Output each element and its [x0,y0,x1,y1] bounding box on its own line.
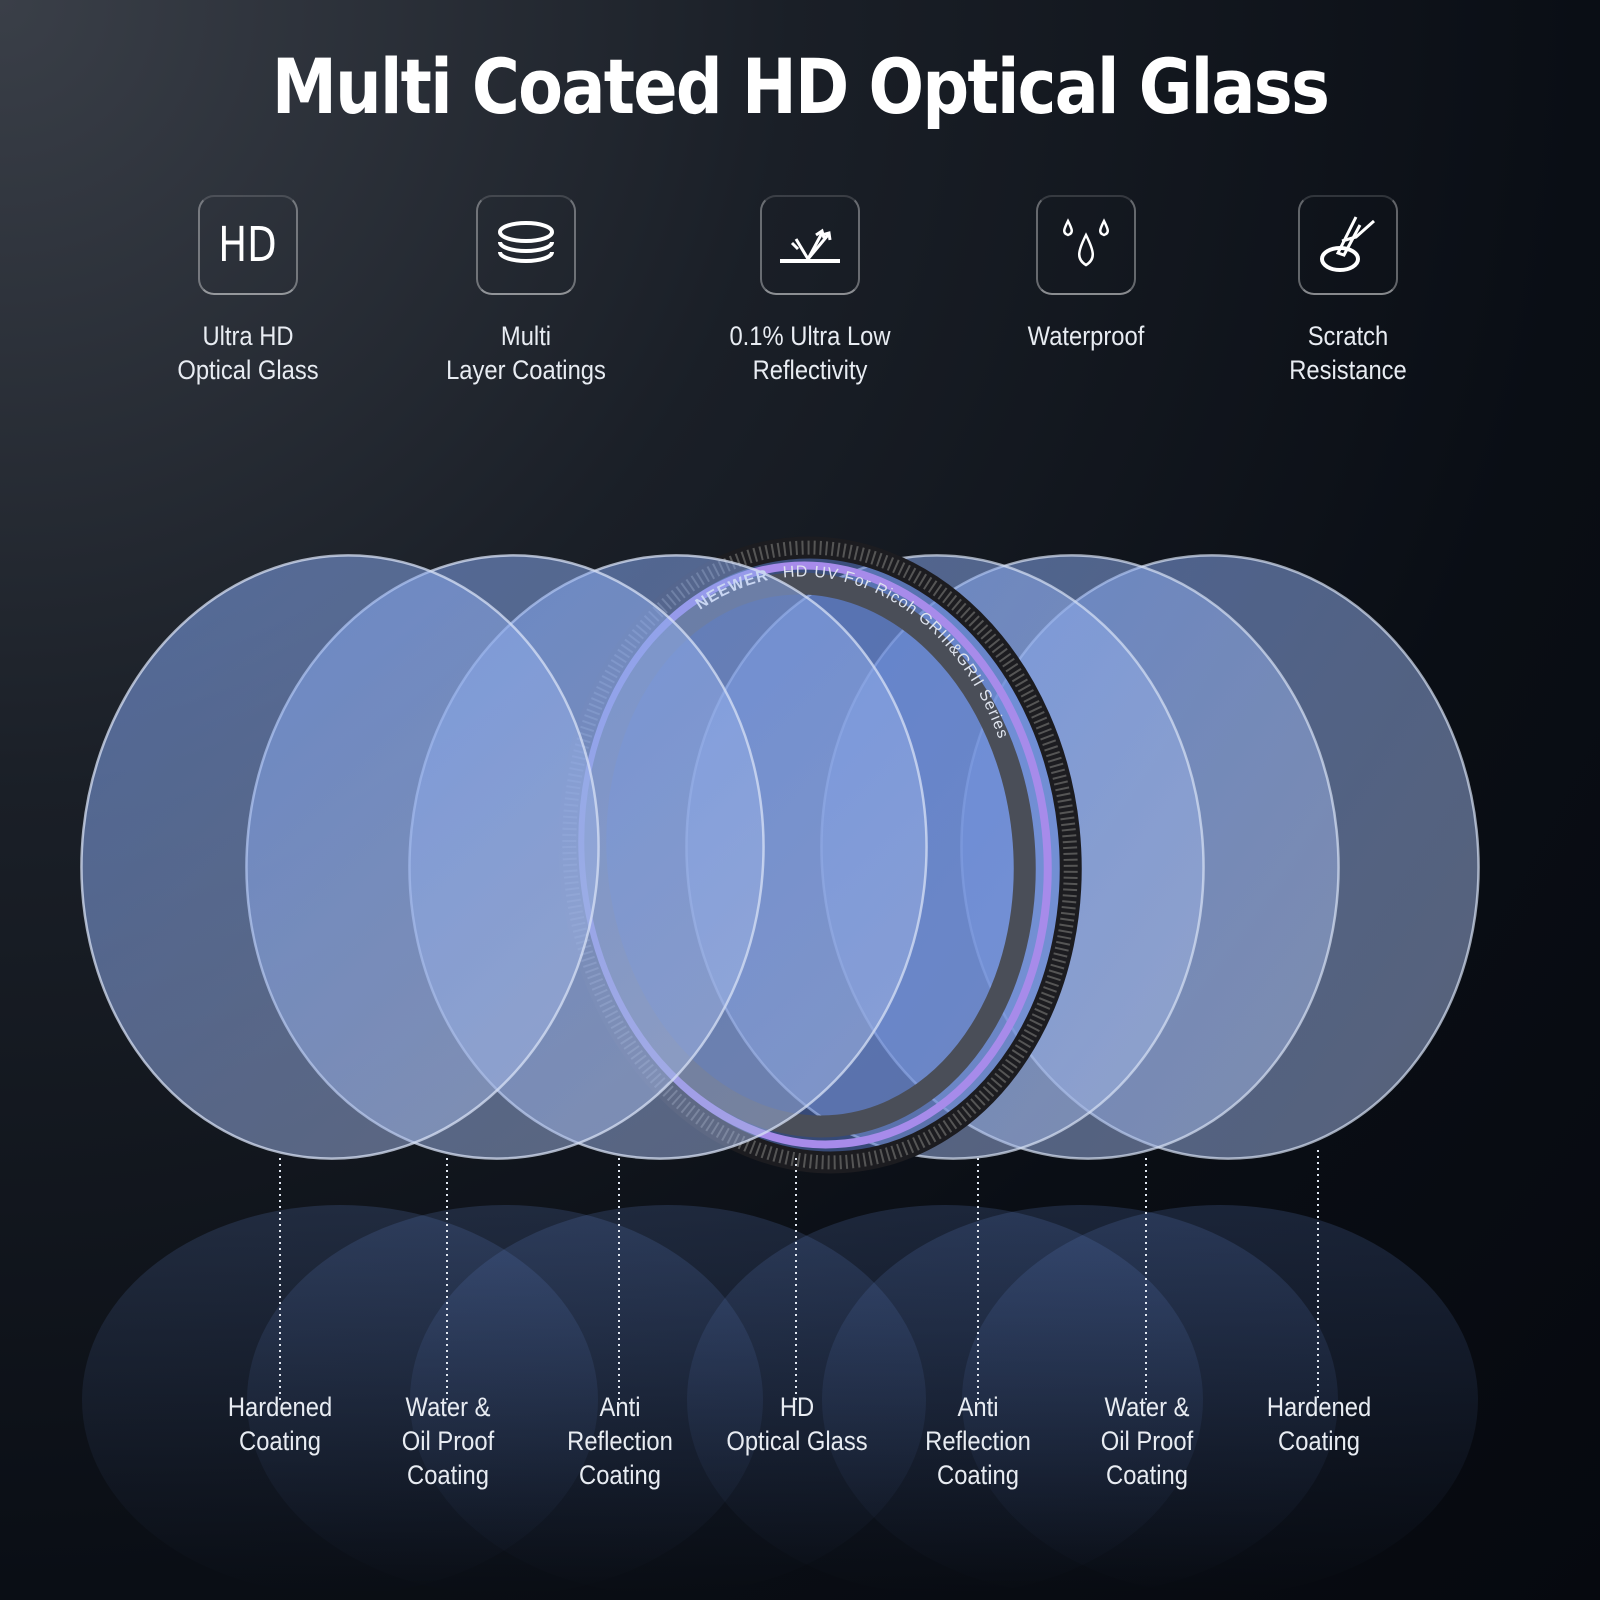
reflection-icon [760,195,860,295]
layer-label-hd-optical-glass: HD Optical Glass [726,1392,868,1456]
feature-label: Multi Layer Coatings [446,321,606,385]
layer-label-water-oil-proof: Water & Oil Proof Coating [401,1392,495,1490]
scratch-icon [1298,195,1398,295]
glass-disc-front [80,554,928,1160]
hd-icon: HD [198,195,298,295]
water-drops-icon [1036,195,1136,295]
feature-multi-layer: Multi Layer Coatings [406,195,646,387]
feature-scratch: Scratch Resistance [1228,195,1468,387]
layers-icon [476,195,576,295]
layer-label-hardened-coating: Hardened Coating [227,1392,333,1456]
layer-label-water-oil-proof: Water & Oil Proof Coating [1100,1392,1194,1490]
feature-waterproof: Waterproof [966,195,1206,353]
feature-label: 0.1% Ultra Low Reflectivity [729,321,891,385]
layer-label-hardened-coating: Hardened Coating [1266,1392,1372,1456]
leader-lines [279,1150,1319,1400]
page-title: Multi Coated HD Optical Glass [271,42,1330,131]
layer-label-anti-reflection: Anti Reflection Coating [925,1392,1031,1490]
feature-label: Ultra HD Optical Glass [177,321,319,385]
feature-ultra-hd: HD Ultra HD Optical Glass [128,195,368,387]
feature-label: Scratch Resistance [1289,321,1407,385]
feature-low-reflectivity: 0.1% Ultra Low Reflectivity [690,195,930,387]
feature-label: Waterproof [1027,321,1145,351]
layer-label-anti-reflection: Anti Reflection Coating [567,1392,673,1490]
